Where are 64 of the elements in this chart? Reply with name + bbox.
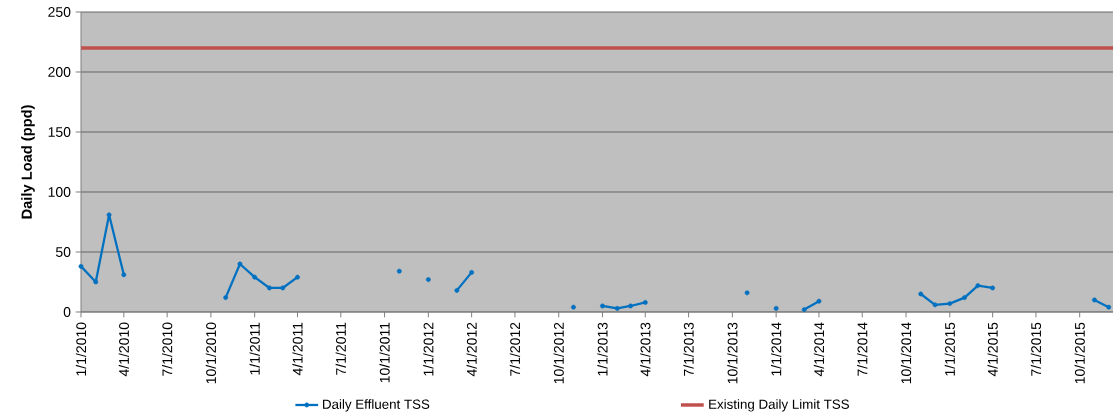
x-tick-label: 7/1/2012 bbox=[509, 322, 521, 376]
x-tick-label: 7/1/2010 bbox=[161, 322, 173, 376]
y-axis-title: Daily Load (ppd) bbox=[21, 105, 35, 219]
x-tick-label: 1/1/2013 bbox=[597, 322, 608, 376]
y-tick-label: 200 bbox=[48, 67, 71, 77]
x-tick-label: 4/1/2013 bbox=[640, 322, 651, 377]
point bbox=[801, 307, 807, 312]
point bbox=[947, 301, 953, 306]
y-tick-label: 150 bbox=[48, 127, 71, 137]
point bbox=[1092, 297, 1097, 303]
point bbox=[78, 263, 84, 269]
x-tick-label: 10/1/2010 bbox=[205, 322, 217, 384]
x-tick-label: 1/1/2010 bbox=[75, 322, 87, 376]
x-tick-label: 10/1/2014 bbox=[900, 322, 912, 384]
point bbox=[918, 291, 924, 297]
x-tick-label: 10/1/2015 bbox=[1074, 322, 1085, 384]
point bbox=[773, 305, 779, 311]
y-tick-label: 250 bbox=[48, 7, 71, 17]
point bbox=[962, 295, 967, 300]
point bbox=[454, 287, 460, 293]
x-tick-label: 7/1/2014 bbox=[857, 322, 868, 376]
point bbox=[280, 285, 286, 291]
point bbox=[121, 272, 127, 278]
y-tick-label: 50 bbox=[55, 247, 71, 257]
point bbox=[744, 290, 750, 296]
point bbox=[990, 285, 996, 291]
x-tick-label: 4/1/2010 bbox=[118, 322, 129, 377]
point bbox=[93, 279, 99, 285]
x-tick-label: 7/1/2011 bbox=[335, 322, 346, 375]
point bbox=[816, 298, 822, 304]
x-tick-label: 7/1/2013 bbox=[683, 322, 694, 376]
point bbox=[106, 212, 112, 218]
x-tick-label: 1/1/2012 bbox=[423, 322, 434, 376]
point bbox=[396, 268, 402, 274]
y-tick-label: 100 bbox=[48, 187, 71, 197]
point bbox=[642, 299, 648, 305]
point bbox=[600, 303, 605, 309]
x-tick-label: 4/1/2011 bbox=[292, 322, 303, 376]
x-tick-label: 10/1/2012 bbox=[553, 322, 564, 384]
point bbox=[425, 277, 431, 282]
point bbox=[252, 274, 258, 280]
point bbox=[237, 261, 243, 267]
point bbox=[932, 302, 938, 308]
legend-label: Daily Effluent TSS bbox=[323, 399, 430, 412]
point bbox=[295, 274, 300, 280]
point bbox=[223, 295, 229, 300]
point bbox=[571, 304, 576, 310]
x-tick-label: 4/1/2015 bbox=[987, 322, 998, 377]
x-tick-label: 10/1/2011 bbox=[379, 322, 390, 383]
point bbox=[469, 269, 475, 275]
point bbox=[975, 283, 981, 288]
x-tick-label: 1/1/2014 bbox=[771, 322, 782, 376]
x-tick-label: 10/1/2013 bbox=[727, 322, 738, 384]
legend-label: Existing Daily Limit TSS bbox=[709, 399, 849, 412]
point bbox=[1106, 304, 1112, 310]
x-tick-label: 1/1/2011 bbox=[249, 322, 260, 375]
y-tick-label: 0 bbox=[63, 307, 71, 317]
point bbox=[614, 305, 620, 311]
point bbox=[267, 285, 272, 291]
point bbox=[628, 303, 633, 309]
x-tick-label: 1/1/2015 bbox=[944, 322, 955, 376]
x-tick-label: 7/1/2015 bbox=[1030, 322, 1042, 376]
x-tick-label: 4/1/2014 bbox=[813, 322, 825, 377]
x-tick-label: 4/1/2012 bbox=[466, 322, 477, 377]
